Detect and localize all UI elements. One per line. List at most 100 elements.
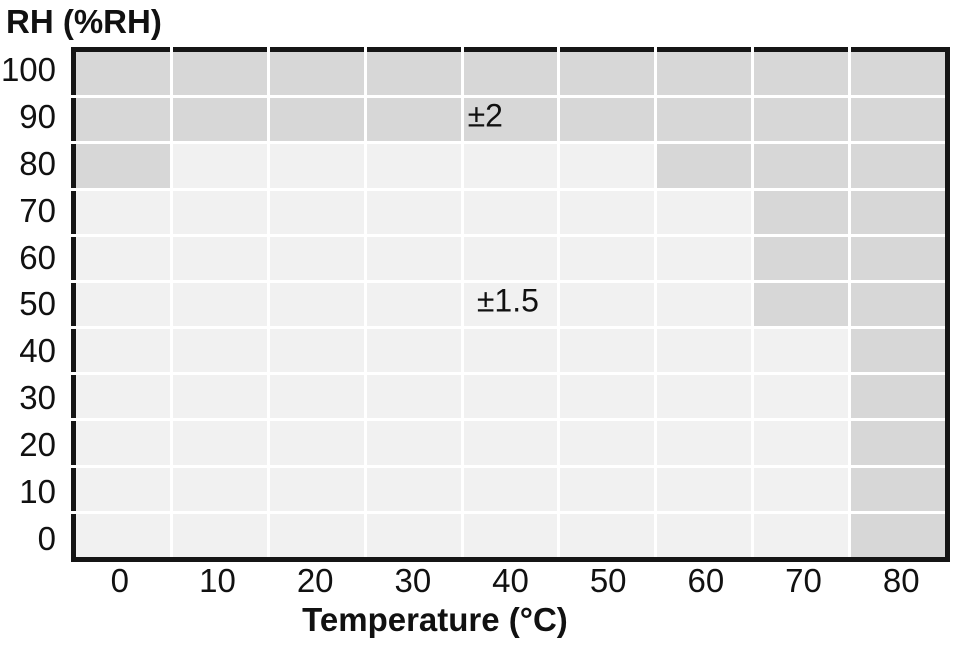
x-tick-label: 20 [296,562,334,599]
x-tick-label: 80 [882,562,920,599]
grid-cell-tolerance-1-5 [269,144,364,188]
grid-cell-tolerance-2 [754,236,849,280]
grid-cell-tolerance-1-5 [269,329,364,373]
x-axis-tick-notch [169,44,173,55]
grid-cell-tolerance-1-5 [657,375,752,419]
y-axis-tick-notch [68,187,79,191]
annotation-tolerance-inner: ±1.5 [476,282,539,319]
grid-cell-tolerance-2 [172,52,267,96]
grid-cell-tolerance-1-5 [754,513,849,557]
grid-cell-tolerance-1-5 [366,421,461,465]
y-axis-tick-notch [68,464,79,468]
grid-cell-tolerance-1-5 [560,329,655,373]
grid-cell-tolerance-1-5 [172,144,267,188]
grid-cell-tolerance-1-5 [172,236,267,280]
y-tick-label: 80 [19,145,56,183]
grid-cell-tolerance-1-5 [754,329,849,373]
grid-cell-tolerance-1-5 [560,467,655,511]
grid-cell-tolerance-1-5 [76,513,170,557]
grid-cell-tolerance-2 [172,98,267,142]
grid-cell-tolerance-2 [76,52,170,96]
grid-cell-tolerance-2 [754,98,849,142]
grid-cell-tolerance-1-5 [560,282,655,327]
grid-cell-tolerance-2 [269,52,364,96]
y-axis-tick-notch [68,233,79,237]
x-tick-label: 70 [785,562,822,599]
grid-cell-tolerance-2 [657,144,752,188]
grid-cell-tolerance-2 [463,52,558,96]
grid-cell-tolerance-1-5 [560,144,655,188]
y-axis-tick-labels: 100 90 80 70 60 50 40 30 20 10 0 [0,47,56,562]
y-tick-label: 0 [37,519,56,557]
grid-cell-tolerance-1-5 [172,421,267,465]
grid-cell-tolerance-2 [851,144,945,188]
grid-cell-tolerance-2 [657,52,752,96]
grid-cell-tolerance-1-5 [657,467,752,511]
y-tick-label: 100 [0,51,56,89]
y-axis-tick-notch [68,95,79,99]
grid-cell-tolerance-1-5 [172,329,267,373]
grid-cell-tolerance-1-5 [463,144,558,188]
grid-cell-tolerance-1-5 [172,282,267,327]
y-axis-title: RH (%RH) [6,3,162,40]
grid-cell-tolerance-1-5 [366,467,461,511]
grid-cell-tolerance-1-5 [269,190,364,234]
x-tick-label: 30 [394,562,432,599]
grid-cell-tolerance-2 [851,236,945,280]
grid-cell-tolerance-1-5 [269,513,364,557]
grid-cell-tolerance-1-5 [463,421,558,465]
grid-cell-tolerance-1-5 [76,236,170,280]
grid-cell-tolerance-1-5 [76,282,170,327]
grid-cell-tolerance-1-5 [172,375,267,419]
grid-cell-tolerance-2 [851,190,945,234]
grid-cell-tolerance-2 [754,52,849,96]
grid-cell-tolerance-1-5 [463,190,558,234]
grid-cell-tolerance-2 [366,52,461,96]
grid-cell-tolerance-1-5 [560,375,655,419]
grid-cell-tolerance-1-5 [657,513,752,557]
grid-cell-tolerance-2 [851,513,945,557]
x-tick-label: 50 [589,562,627,599]
grid-cell-tolerance-1-5 [560,421,655,465]
grid-cell-tolerance-1-5 [657,282,752,327]
grid-cell-tolerance-1-5 [269,467,364,511]
x-axis-tick-notch [460,44,464,55]
grid-cell-tolerance-1-5 [657,236,752,280]
grid-cell-tolerance-2 [463,98,558,142]
grid-cell-tolerance-1-5 [172,513,267,557]
x-tick-label: 10 [199,562,236,599]
grid-cell-tolerance-2 [851,52,945,96]
grid-cell-tolerance-1-5 [76,421,170,465]
grid-cell-tolerance-1-5 [754,375,849,419]
x-axis-tick-notch [848,44,852,55]
grid-cell-tolerance-1-5 [76,329,170,373]
annotation-tolerance-outer: ±2 [467,97,503,134]
grid-cell-tolerance-1-5 [366,282,461,327]
y-tick-label: 20 [19,425,56,463]
grid-cell-tolerance-1-5 [172,467,267,511]
grid-cell-tolerance-1-5 [657,421,752,465]
y-tick-label: 40 [19,332,56,370]
grid-cell-tolerance-1-5 [560,236,655,280]
grid-cell-tolerance-1-5 [463,375,558,419]
grid-cell-tolerance-2 [754,144,849,188]
grid-cell-tolerance-1-5 [657,190,752,234]
x-axis-tick-notch [363,44,367,55]
grid-cell-tolerance-1-5 [366,329,461,373]
grid-cell-tolerance-2 [754,282,849,327]
y-tick-label: 90 [19,98,56,136]
plot-grid [76,52,945,557]
grid-cell-tolerance-1-5 [463,236,558,280]
grid-cell-tolerance-2 [851,467,945,511]
grid-cell-tolerance-1-5 [366,144,461,188]
x-axis-tick-notch [654,44,658,55]
grid-cell-tolerance-1-5 [76,375,170,419]
grid-cell-tolerance-2 [851,421,945,465]
grid-cell-tolerance-1-5 [366,513,461,557]
y-axis-tick-notch [68,141,79,145]
grid-cell-tolerance-1-5 [269,421,364,465]
grid-cell-tolerance-2 [76,144,170,188]
grid-cell-tolerance-1-5 [366,190,461,234]
grid-cell-tolerance-2 [851,375,945,419]
